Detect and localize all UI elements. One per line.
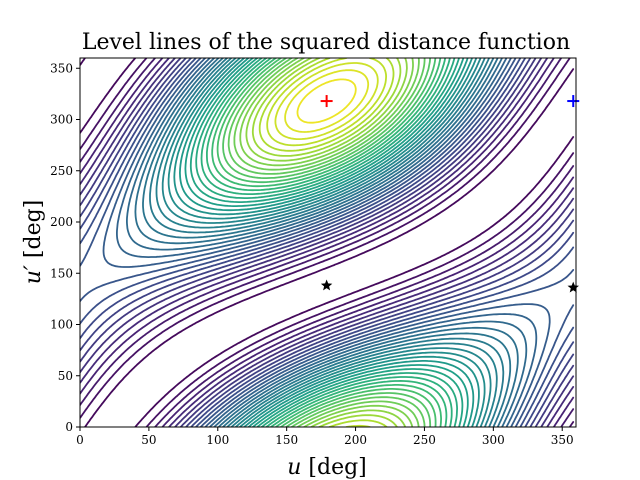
plot-frame — [79, 57, 577, 428]
plot-area — [80, 58, 580, 427]
x-axis-ticks: 0 50 100 150 200 250 300 350 — [76, 427, 574, 447]
x-axis-label-var: u — [287, 455, 301, 480]
y-axis-label-var: u′ — [21, 265, 46, 284]
x-tick-label: 150 — [275, 433, 298, 447]
maximum-plus-marker — [320, 95, 333, 108]
contour-lines — [80, 58, 575, 427]
maximum-copy-plus-marker — [567, 95, 580, 108]
x-tick-label: 350 — [551, 433, 574, 447]
contour-level-line — [80, 58, 575, 427]
x-tick-label: 50 — [141, 433, 156, 447]
y-tick-label: 350 — [50, 61, 73, 75]
y-tick-label: 300 — [50, 113, 73, 127]
contour-level-line — [80, 58, 575, 427]
chart-title: Level lines of the squared distance func… — [82, 30, 570, 55]
contour-level-line — [184, 58, 469, 427]
y-tick-label: 150 — [50, 266, 73, 280]
contour-level-line — [142, 58, 512, 427]
contour-level-line — [80, 58, 575, 427]
contour-level-line — [134, 58, 519, 427]
contour-level-line — [80, 58, 575, 427]
contour-level-line — [284, 69, 370, 133]
y-tick-label: 200 — [50, 215, 73, 229]
contour-level-line — [227, 58, 426, 427]
saddle-star-marker — [320, 279, 333, 291]
x-tick-label: 100 — [206, 433, 229, 447]
x-axis-label: u [deg] — [287, 455, 367, 480]
x-tick-label: 250 — [413, 433, 436, 447]
saddle-copy-star-marker — [567, 281, 579, 293]
contour-level-line — [179, 58, 475, 427]
contour-level-line — [296, 78, 357, 124]
markers — [320, 95, 580, 293]
contour-level-line — [80, 58, 575, 427]
contour-level-line — [189, 58, 464, 427]
contour-level-line — [200, 58, 453, 427]
x-tick-label: 300 — [482, 433, 505, 447]
x-tick-label: 0 — [76, 433, 84, 447]
y-tick-label: 100 — [50, 318, 73, 332]
contour-level-line — [80, 58, 575, 427]
contour-level-line — [216, 58, 437, 427]
y-axis-label-unit: [deg] — [21, 200, 46, 265]
contour-level-line — [233, 58, 420, 427]
y-tick-label: 0 — [65, 420, 73, 434]
x-axis-label-unit: [deg] — [301, 455, 366, 480]
x-tick-label: 200 — [344, 433, 367, 447]
contour-level-line — [222, 58, 432, 427]
contour-level-line — [274, 62, 379, 140]
contour-level-line — [167, 58, 486, 427]
y-axis-ticks: 0 50 100 150 200 250 300 350 — [50, 61, 80, 434]
y-tick-label: 50 — [58, 369, 73, 383]
contour-level-line — [80, 58, 575, 427]
y-axis-label: u′ [deg] — [21, 200, 46, 285]
contour-level-line — [195, 58, 458, 427]
contour-level-line — [116, 58, 538, 427]
contour-level-line — [155, 58, 498, 427]
y-tick-label: 250 — [50, 164, 73, 178]
